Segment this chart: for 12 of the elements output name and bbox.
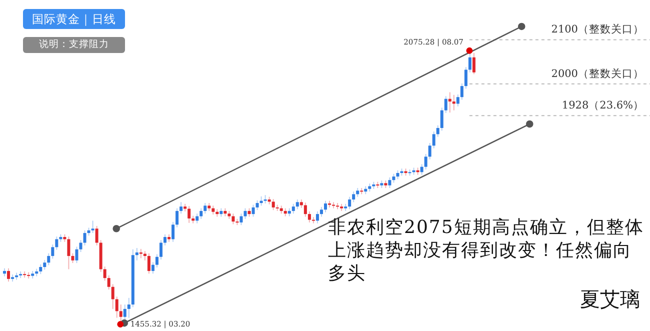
point [518,22,526,30]
ref-line-label: 2100（整数关口） [551,22,644,36]
point [112,224,120,232]
title-box: 国际黄金｜日线 [23,9,125,29]
ref-line-label: 2000（整数关口） [551,66,644,80]
ref-line-label: 1928（23.6%） [562,100,644,112]
text: 夏艾璃 [580,286,640,313]
point [466,47,473,54]
point [117,321,124,328]
annotation: 非农利空2075短期高点确立，但整体上涨趋势却没有得到改变！任然偏向多头 [328,216,645,285]
caption-box: 说明：支撑阻力 [23,37,125,53]
point [526,120,534,128]
